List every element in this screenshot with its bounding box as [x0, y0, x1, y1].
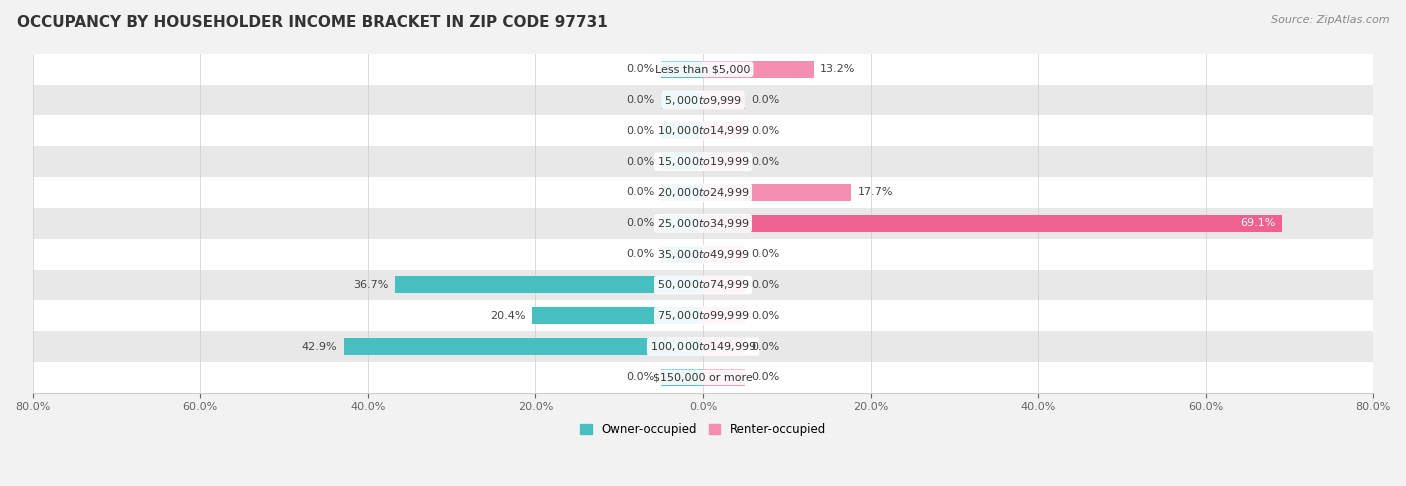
Text: $10,000 to $14,999: $10,000 to $14,999	[657, 124, 749, 138]
Text: 0.0%: 0.0%	[752, 280, 780, 290]
Bar	[661, 215, 703, 232]
Text: OCCUPANCY BY HOUSEHOLDER INCOME BRACKET IN ZIP CODE 97731: OCCUPANCY BY HOUSEHOLDER INCOME BRACKET …	[17, 15, 607, 30]
Text: $75,000 to $99,999: $75,000 to $99,999	[657, 309, 749, 322]
Bar	[661, 369, 703, 386]
Bar	[32, 270, 1374, 300]
Bar	[703, 277, 745, 294]
Bar	[661, 153, 703, 170]
Bar	[661, 122, 703, 139]
Text: $25,000 to $34,999: $25,000 to $34,999	[657, 217, 749, 230]
Text: $15,000 to $19,999: $15,000 to $19,999	[657, 155, 749, 168]
Bar	[703, 184, 851, 201]
Text: Source: ZipAtlas.com: Source: ZipAtlas.com	[1271, 15, 1389, 25]
Text: 0.0%: 0.0%	[626, 64, 654, 74]
Bar	[531, 307, 703, 324]
Bar	[703, 307, 745, 324]
Text: 17.7%: 17.7%	[858, 188, 893, 197]
Text: $100,000 to $149,999: $100,000 to $149,999	[650, 340, 756, 353]
Bar	[703, 338, 745, 355]
Bar	[32, 146, 1374, 177]
Text: $50,000 to $74,999: $50,000 to $74,999	[657, 278, 749, 292]
Text: 0.0%: 0.0%	[752, 156, 780, 167]
Bar	[32, 116, 1374, 146]
Text: 69.1%: 69.1%	[1240, 218, 1275, 228]
Text: 13.2%: 13.2%	[820, 64, 856, 74]
Text: $35,000 to $49,999: $35,000 to $49,999	[657, 247, 749, 260]
Bar	[703, 245, 745, 262]
Bar	[661, 245, 703, 262]
Bar	[395, 277, 703, 294]
Bar	[32, 300, 1374, 331]
Bar	[703, 369, 745, 386]
Bar	[32, 331, 1374, 362]
Bar	[32, 362, 1374, 393]
Bar	[703, 122, 745, 139]
Text: 0.0%: 0.0%	[626, 95, 654, 105]
Legend: Owner-occupied, Renter-occupied: Owner-occupied, Renter-occupied	[575, 418, 831, 441]
Text: 0.0%: 0.0%	[752, 249, 780, 259]
Text: 0.0%: 0.0%	[752, 342, 780, 351]
Text: 0.0%: 0.0%	[752, 95, 780, 105]
Text: 0.0%: 0.0%	[626, 188, 654, 197]
Bar	[661, 184, 703, 201]
Text: $5,000 to $9,999: $5,000 to $9,999	[664, 94, 742, 106]
Bar	[32, 54, 1374, 85]
Bar	[32, 177, 1374, 208]
Text: 0.0%: 0.0%	[752, 372, 780, 382]
Text: 20.4%: 20.4%	[489, 311, 526, 321]
Text: 0.0%: 0.0%	[626, 372, 654, 382]
Bar	[32, 85, 1374, 116]
Text: 0.0%: 0.0%	[626, 249, 654, 259]
Text: 0.0%: 0.0%	[752, 311, 780, 321]
Text: $150,000 or more: $150,000 or more	[654, 372, 752, 382]
Text: 0.0%: 0.0%	[626, 126, 654, 136]
Text: 0.0%: 0.0%	[752, 126, 780, 136]
Bar	[343, 338, 703, 355]
Bar	[661, 61, 703, 78]
Bar	[703, 61, 814, 78]
Text: 36.7%: 36.7%	[353, 280, 389, 290]
Text: 0.0%: 0.0%	[626, 156, 654, 167]
Text: 0.0%: 0.0%	[626, 218, 654, 228]
Text: 42.9%: 42.9%	[301, 342, 337, 351]
Bar	[703, 153, 745, 170]
Bar	[703, 92, 745, 108]
Text: Less than $5,000: Less than $5,000	[655, 64, 751, 74]
Bar	[661, 92, 703, 108]
Bar	[32, 208, 1374, 239]
Bar	[703, 215, 1282, 232]
Bar	[32, 239, 1374, 270]
Text: $20,000 to $24,999: $20,000 to $24,999	[657, 186, 749, 199]
